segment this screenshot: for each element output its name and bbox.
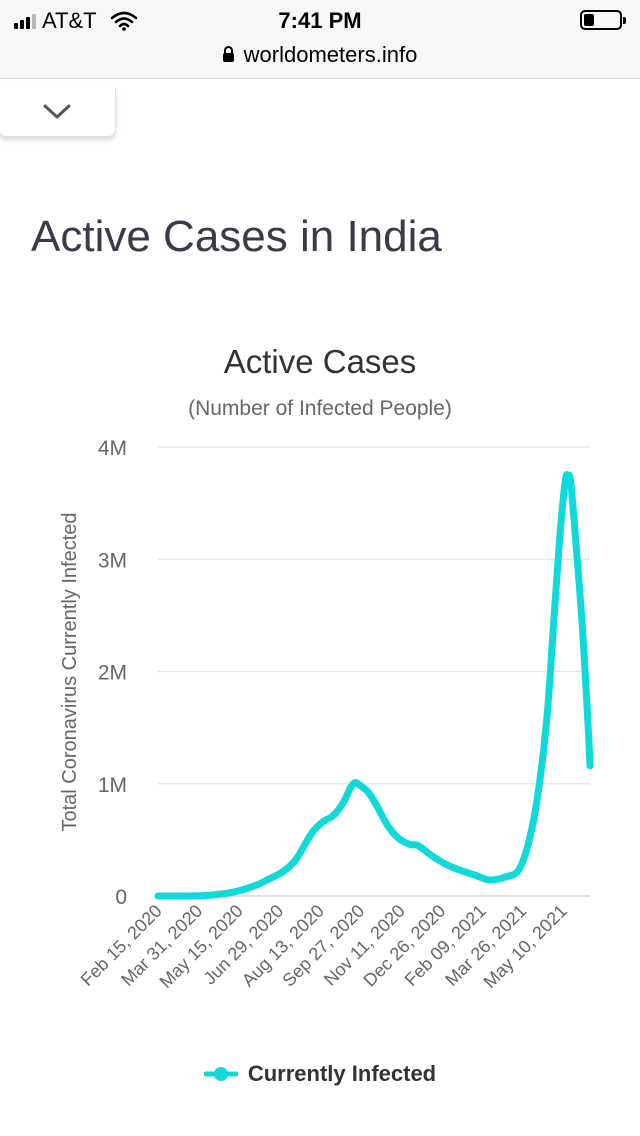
carrier-name: AT&T: [42, 8, 97, 33]
carrier-info: AT&T: [14, 8, 137, 34]
series-line-currently-infected: [154, 471, 594, 900]
y-tick-label: 2M: [98, 662, 127, 685]
status-bar: AT&T 7:41 PM worldometers.info: [0, 0, 640, 79]
y-axis-title: Total Coronavirus Currently Infected: [59, 512, 81, 831]
y-tick-label: 3M: [98, 549, 127, 572]
chevron-down-icon: [43, 104, 71, 119]
chart-legend[interactable]: Currently Infected: [0, 1061, 640, 1087]
battery-icon: [580, 10, 626, 30]
y-tick-label: 1M: [98, 774, 127, 797]
clock: 7:41 PM: [278, 8, 362, 33]
y-tick-label: 0: [115, 886, 127, 909]
address-bar[interactable]: worldometers.info: [0, 42, 640, 68]
chart-title: Active Cases: [223, 343, 417, 380]
active-cases-chart: 0 1M 2M 3M 4M Total Coronavirus Currently Inf…: [59, 437, 594, 992]
wifi-icon: [110, 11, 137, 31]
signal-icon: [14, 13, 36, 29]
collapse-menu-button[interactable]: [0, 88, 116, 137]
lock-icon: [222, 46, 234, 62]
legend-label: Currently Infected: [247, 1061, 437, 1086]
page-title: Active Cases in India: [31, 212, 442, 261]
legend-line-marker-icon: [203, 1067, 238, 1081]
url-text: worldometers.info: [243, 42, 418, 67]
chart-subtitle: (Number of Infected People): [188, 397, 452, 420]
y-tick-label: 4M: [98, 437, 127, 460]
